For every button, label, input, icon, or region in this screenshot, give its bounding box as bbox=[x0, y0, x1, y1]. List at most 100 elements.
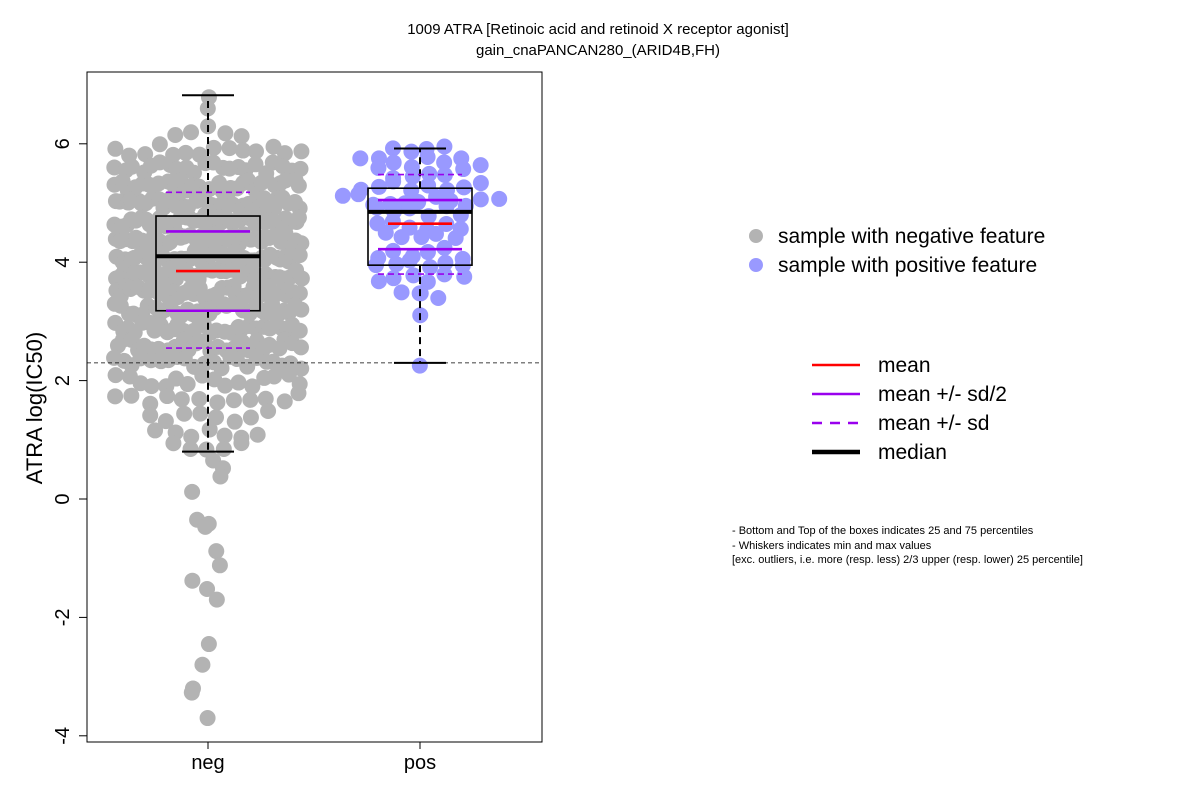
note-line-1: - Bottom and Top of the boxes indicates … bbox=[732, 525, 1034, 537]
neg-sample-point bbox=[230, 374, 247, 391]
legend-sample-marker bbox=[749, 229, 763, 243]
pos-sample-point bbox=[420, 177, 437, 194]
neg-sample-point bbox=[143, 378, 160, 395]
legend-line-label: median bbox=[878, 441, 947, 464]
pos-sample-point bbox=[430, 289, 447, 306]
neg-sample-point bbox=[217, 377, 234, 394]
pos-sample-point bbox=[385, 140, 402, 157]
neg-sample-point bbox=[173, 391, 190, 408]
neg-sample-point bbox=[290, 385, 307, 402]
y-tick-label: -2 bbox=[52, 609, 74, 627]
pos-sample-point bbox=[370, 159, 387, 176]
pos-sample-point bbox=[472, 175, 489, 192]
neg-sample-point bbox=[211, 557, 228, 574]
neg-sample-point bbox=[233, 435, 250, 452]
neg-sample-point bbox=[292, 339, 309, 356]
neg-sample-point bbox=[183, 124, 200, 141]
neg-sample-point bbox=[291, 285, 308, 302]
neg-sample-point bbox=[107, 388, 124, 405]
neg-sample-point bbox=[226, 413, 243, 430]
pos-sample-point bbox=[370, 178, 387, 195]
neg-sample-point bbox=[200, 636, 217, 653]
pos-sample-point bbox=[377, 224, 394, 241]
chart-subtitle: gain_cnaPANCAN280_(ARID4B,FH) bbox=[476, 42, 720, 59]
neg-sample-point bbox=[208, 543, 225, 560]
pos-sample-point bbox=[404, 168, 421, 185]
x-tick-label: neg bbox=[191, 752, 224, 774]
neg-sample-point bbox=[291, 247, 308, 264]
pos-sample-point bbox=[393, 229, 410, 246]
y-tick-label: -4 bbox=[52, 727, 74, 745]
neg-sample-point bbox=[107, 140, 124, 157]
neg-sample-point bbox=[276, 393, 293, 410]
neg-sample-point bbox=[293, 143, 310, 160]
chart-title: 1009 ATRA [Retinoic acid and retinoid X … bbox=[407, 21, 789, 38]
pos-sample-point bbox=[491, 190, 508, 207]
pos-sample-point bbox=[385, 270, 402, 287]
neg-sample-point bbox=[212, 468, 229, 485]
y-tick-label: 4 bbox=[52, 257, 74, 268]
neg-sample-point bbox=[235, 142, 252, 159]
pos-sample-point bbox=[350, 186, 367, 203]
neg-sample-point bbox=[290, 177, 307, 194]
neg-sample-point bbox=[107, 367, 124, 384]
neg-sample-point bbox=[184, 572, 201, 589]
neg-sample-point bbox=[123, 158, 140, 175]
neg-sample-point bbox=[244, 378, 261, 395]
neg-sample-point bbox=[215, 440, 232, 457]
neg-sample-point bbox=[242, 409, 259, 426]
y-tick-label: 2 bbox=[52, 375, 74, 386]
legend-line-label: mean bbox=[878, 354, 931, 377]
neg-sample-point bbox=[151, 136, 168, 153]
neg-sample-point bbox=[276, 145, 293, 162]
pos-sample-point bbox=[436, 166, 453, 183]
neg-sample-point bbox=[197, 518, 214, 535]
y-axis: -4 -2 0 2 4 6 bbox=[52, 138, 88, 745]
neg-sample-point bbox=[194, 656, 211, 673]
neg-sample-point bbox=[183, 684, 200, 701]
pos-sample-point bbox=[385, 173, 402, 190]
neg-sample-point bbox=[242, 391, 259, 408]
neg-sample-point bbox=[185, 164, 202, 181]
neg-sample-point bbox=[142, 395, 159, 412]
pos-sample-point bbox=[452, 206, 469, 223]
neg-sample-point bbox=[123, 387, 140, 404]
neg-sample-point bbox=[157, 413, 174, 430]
y-axis-label: ATRA log(IC50) bbox=[22, 332, 47, 484]
note-line-3: [exc. outliers, i.e. more (resp. less) 2… bbox=[732, 554, 1083, 566]
pos-sample-point bbox=[456, 268, 473, 285]
neg-sample-point bbox=[260, 403, 277, 420]
neg-sample-point bbox=[293, 270, 310, 287]
pos-sample-point bbox=[405, 267, 422, 284]
pos-box bbox=[367, 187, 473, 266]
neg-sample-point bbox=[217, 125, 234, 142]
pos-sample-point bbox=[436, 266, 453, 283]
neg-sample-point bbox=[205, 139, 222, 156]
plot-area bbox=[87, 89, 542, 727]
pos-sample-point bbox=[427, 225, 444, 242]
pos-sample-point bbox=[447, 229, 464, 246]
neg-sample-point bbox=[183, 428, 200, 445]
neg-sample-point bbox=[225, 392, 242, 409]
pos-sample-point bbox=[388, 256, 405, 273]
neg-sample-point bbox=[280, 366, 297, 383]
neg-sample-point bbox=[293, 301, 310, 318]
neg-sample-point bbox=[216, 427, 233, 444]
neg-sample-point bbox=[199, 100, 216, 117]
neg-sample-point bbox=[191, 390, 208, 407]
neg-sample-point bbox=[199, 710, 216, 727]
neg-sample-point bbox=[165, 435, 182, 452]
legend-sample-label: sample with negative feature bbox=[778, 225, 1045, 248]
pos-sample-point bbox=[436, 138, 453, 155]
neg-sample-point bbox=[147, 422, 164, 439]
pos-sample-point bbox=[419, 148, 436, 165]
pos-sample-point bbox=[455, 161, 472, 178]
neg-sample-point bbox=[142, 407, 159, 424]
neg-sample-point bbox=[179, 376, 196, 393]
legend: sample with negative feature sample with … bbox=[749, 225, 1045, 464]
x-tick-label: pos bbox=[404, 752, 436, 774]
pos-sample-point bbox=[413, 228, 430, 245]
legend-line-label: mean +/- sd/2 bbox=[878, 383, 1007, 406]
pos-sample-point bbox=[472, 157, 489, 174]
